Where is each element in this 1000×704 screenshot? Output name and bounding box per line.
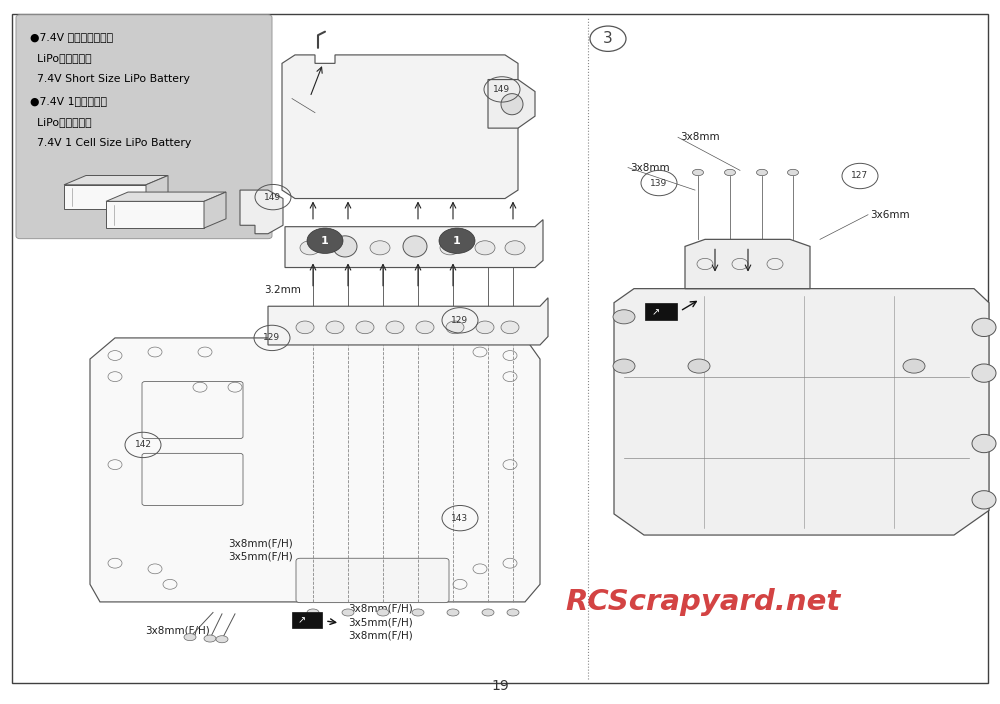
Ellipse shape: [307, 609, 319, 616]
Text: 1: 1: [321, 236, 329, 246]
Circle shape: [307, 228, 343, 253]
Text: 19: 19: [491, 679, 509, 693]
Text: 149: 149: [493, 85, 511, 94]
Text: Hex Wrench: Hex Wrench: [300, 108, 363, 118]
Ellipse shape: [447, 609, 459, 616]
Text: 3x8mm(F/H): 3x8mm(F/H): [348, 631, 413, 641]
Text: 127: 127: [851, 172, 869, 180]
Circle shape: [475, 241, 495, 255]
Polygon shape: [106, 192, 226, 201]
Text: 3x8mm: 3x8mm: [630, 163, 670, 172]
Polygon shape: [64, 175, 168, 185]
Circle shape: [326, 321, 344, 334]
Polygon shape: [268, 298, 548, 345]
Ellipse shape: [972, 491, 996, 509]
Polygon shape: [106, 201, 204, 228]
Text: LiPoバッテリー: LiPoバッテリー: [30, 117, 92, 127]
Circle shape: [446, 321, 464, 334]
Text: 3x8mm(F/H): 3x8mm(F/H): [348, 604, 413, 614]
Circle shape: [296, 321, 314, 334]
Ellipse shape: [757, 169, 768, 176]
Circle shape: [439, 228, 475, 253]
Ellipse shape: [412, 609, 424, 616]
Polygon shape: [204, 192, 226, 228]
Text: 142: 142: [134, 441, 152, 449]
Ellipse shape: [342, 609, 354, 616]
Ellipse shape: [688, 359, 710, 373]
Text: 3mm 六角レンチ: 3mm 六角レンチ: [300, 94, 361, 103]
Ellipse shape: [507, 609, 519, 616]
Circle shape: [501, 321, 519, 334]
Circle shape: [370, 241, 390, 255]
Circle shape: [505, 241, 525, 255]
Ellipse shape: [613, 310, 635, 324]
Ellipse shape: [216, 636, 228, 643]
Text: 3: 3: [603, 31, 613, 46]
Ellipse shape: [972, 318, 996, 337]
Text: 129: 129: [451, 316, 469, 325]
Text: RCScrapyard.net: RCScrapyard.net: [565, 588, 840, 616]
Text: 3x8mm: 3x8mm: [680, 132, 720, 142]
Text: ↗: ↗: [652, 307, 660, 317]
Circle shape: [440, 241, 460, 255]
Ellipse shape: [692, 169, 704, 176]
Ellipse shape: [613, 359, 635, 373]
Circle shape: [356, 321, 374, 334]
Bar: [292, 612, 322, 628]
Polygon shape: [282, 55, 518, 199]
Circle shape: [386, 321, 404, 334]
Text: LiPoバッテリー: LiPoバッテリー: [30, 54, 92, 63]
Text: ●7.4V 1セルサイズ: ●7.4V 1セルサイズ: [30, 96, 107, 106]
Text: 3.2mm: 3.2mm: [264, 285, 301, 295]
Circle shape: [335, 241, 355, 255]
Circle shape: [300, 241, 320, 255]
Bar: [645, 303, 677, 320]
Text: ↗: ↗: [298, 615, 306, 625]
Text: 3x8mm(F/H): 3x8mm(F/H): [145, 625, 210, 635]
Ellipse shape: [724, 169, 736, 176]
Text: 7.4V 1 Cell Size LiPo Battery: 7.4V 1 Cell Size LiPo Battery: [30, 138, 191, 148]
FancyBboxPatch shape: [16, 15, 272, 239]
Text: 3x6mm: 3x6mm: [870, 210, 910, 220]
Ellipse shape: [482, 609, 494, 616]
Text: 129: 129: [263, 334, 281, 342]
Ellipse shape: [972, 434, 996, 453]
Ellipse shape: [403, 236, 427, 257]
Text: 3.2mm: 3.2mm: [465, 332, 502, 341]
Ellipse shape: [972, 364, 996, 382]
Polygon shape: [146, 175, 168, 210]
Text: 143: 143: [451, 514, 469, 522]
Text: ●7.4V ショートサイズ: ●7.4V ショートサイズ: [30, 32, 113, 42]
Polygon shape: [285, 220, 543, 268]
Polygon shape: [90, 338, 540, 602]
Polygon shape: [614, 289, 989, 535]
Polygon shape: [685, 239, 810, 289]
Text: 149: 149: [264, 193, 282, 201]
Ellipse shape: [903, 359, 925, 373]
Text: 7.4V Short Size LiPo Battery: 7.4V Short Size LiPo Battery: [30, 75, 190, 84]
Ellipse shape: [204, 635, 216, 642]
FancyBboxPatch shape: [296, 558, 449, 603]
Text: 139: 139: [650, 179, 668, 187]
Text: 3x5mm(F/H): 3x5mm(F/H): [348, 617, 413, 627]
Ellipse shape: [333, 236, 357, 257]
Text: 3x8mm(F/H): 3x8mm(F/H): [228, 539, 293, 548]
Polygon shape: [64, 185, 146, 210]
Text: 1: 1: [453, 236, 461, 246]
Circle shape: [476, 321, 494, 334]
Polygon shape: [240, 190, 283, 234]
Ellipse shape: [501, 94, 523, 115]
Ellipse shape: [788, 169, 798, 176]
Polygon shape: [488, 80, 535, 128]
Circle shape: [405, 241, 425, 255]
Ellipse shape: [377, 609, 389, 616]
Ellipse shape: [184, 634, 196, 641]
Text: 3x5mm(F/H): 3x5mm(F/H): [228, 551, 293, 561]
Circle shape: [416, 321, 434, 334]
